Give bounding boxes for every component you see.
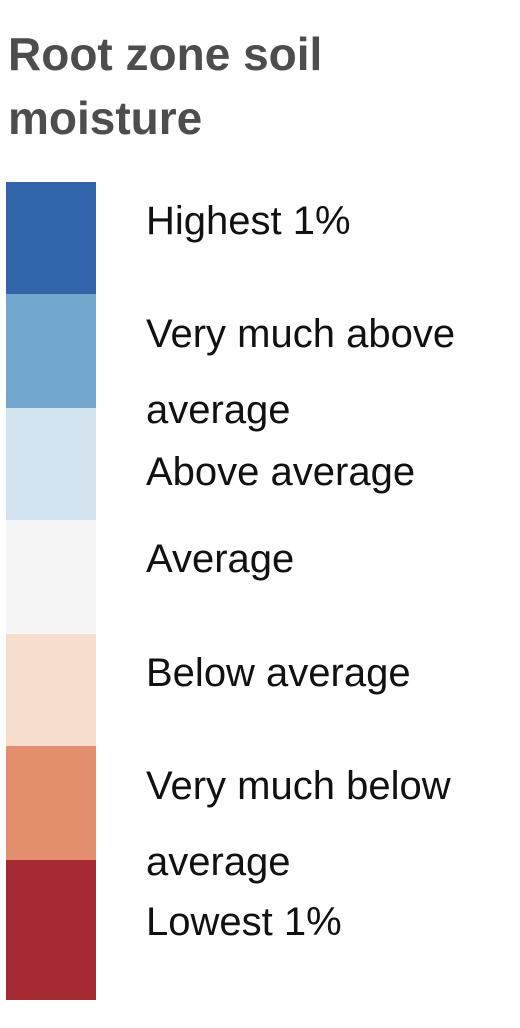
label-average: Average (146, 537, 295, 581)
label-highest-1pct: Highest 1% (146, 199, 351, 243)
swatch-lowest-1pct (6, 860, 96, 1000)
label-very-much-above-average: Very much above average (146, 312, 456, 432)
label-below-average: Below average (146, 651, 411, 695)
label-lowest-1pct: Lowest 1% (146, 900, 342, 944)
label-above-average: Above average (146, 450, 416, 494)
legend-title: Root zone soil moisture (8, 28, 323, 144)
swatch-very-much-below-average (6, 746, 96, 860)
swatch-below-average (6, 634, 96, 746)
swatch-above-average (6, 408, 96, 520)
swatch-highest-1pct (6, 182, 96, 294)
label-very-much-below-average: Very much below average (146, 764, 451, 884)
swatch-very-much-above-average (6, 294, 96, 408)
swatch-average (6, 520, 96, 634)
color-scale (6, 182, 96, 1000)
